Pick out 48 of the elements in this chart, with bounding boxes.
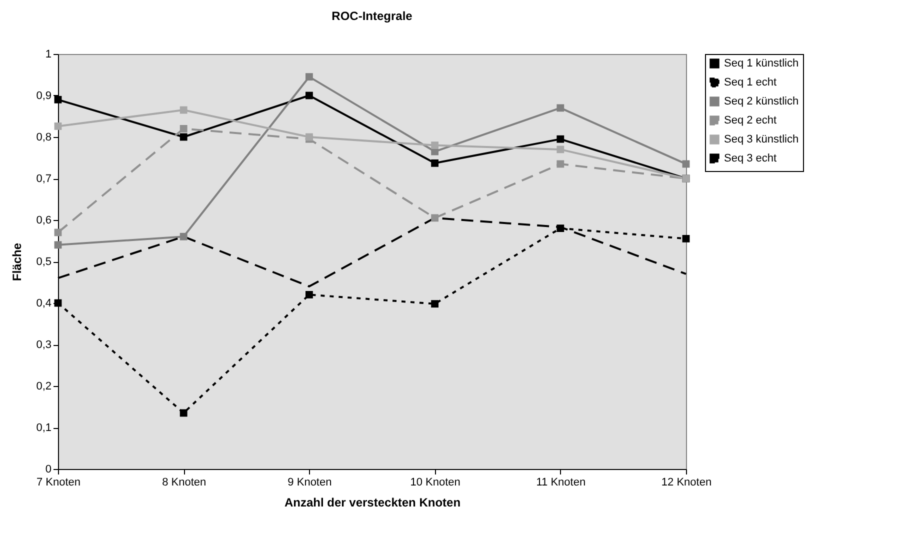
legend-label: Seq 3 künstlich	[724, 134, 799, 146]
x-tick-label: 7 Knoten	[36, 476, 81, 488]
point	[54, 96, 62, 104]
y-tick-label: 0,2	[36, 380, 52, 392]
y-tick-label: 0,7	[36, 173, 52, 185]
legend-label: Seq 1 echt	[724, 76, 777, 88]
point	[556, 146, 564, 154]
point	[180, 133, 188, 141]
point	[180, 409, 188, 417]
x-tick-label: 9 Knoten	[288, 476, 332, 488]
legend-label: Seq 2 künstlich	[724, 96, 799, 108]
y-tick-label: 0,9	[36, 90, 52, 102]
point	[180, 106, 188, 114]
x-axis-title: Anzahl der versteckten Knoten	[284, 496, 461, 510]
legend-label: Seq 1 künstlich	[724, 58, 799, 70]
point	[431, 214, 439, 222]
point	[682, 234, 690, 242]
chart-title: ROC-Integrale	[332, 9, 413, 23]
point	[305, 290, 313, 298]
point	[180, 124, 188, 132]
y-tick-label: 0	[45, 464, 52, 476]
point	[556, 104, 564, 112]
x-tick-label: 12 Knoten	[661, 476, 712, 488]
point	[556, 160, 564, 168]
point	[54, 122, 62, 130]
x-tick-label: 8 Knoten	[162, 476, 206, 488]
point	[556, 135, 564, 143]
point	[431, 159, 439, 167]
legend-label: Seq 2 echt	[724, 114, 777, 126]
point	[54, 228, 62, 236]
y-axis-title: Fläche	[10, 242, 24, 282]
x-tick-label: 10 Knoten	[410, 476, 460, 488]
point	[54, 241, 62, 249]
point	[431, 300, 439, 308]
point	[305, 73, 313, 81]
legend-label: Seq 3 echt	[724, 152, 777, 164]
y-tick-label: 0,1	[36, 422, 52, 434]
y-tick-label: 0,5	[36, 256, 52, 268]
point	[556, 224, 564, 232]
point	[305, 92, 313, 100]
x-tick-label: 11 Knoten	[536, 476, 586, 488]
y-tick-label: 1	[45, 48, 52, 60]
point	[180, 232, 188, 240]
y-tick-label: 0,4	[36, 298, 52, 310]
y-tick-label: 0,3	[36, 339, 52, 351]
y-tick-label: 0,6	[36, 214, 52, 226]
y-tick-label: 0,8	[36, 132, 52, 144]
point	[431, 142, 439, 150]
